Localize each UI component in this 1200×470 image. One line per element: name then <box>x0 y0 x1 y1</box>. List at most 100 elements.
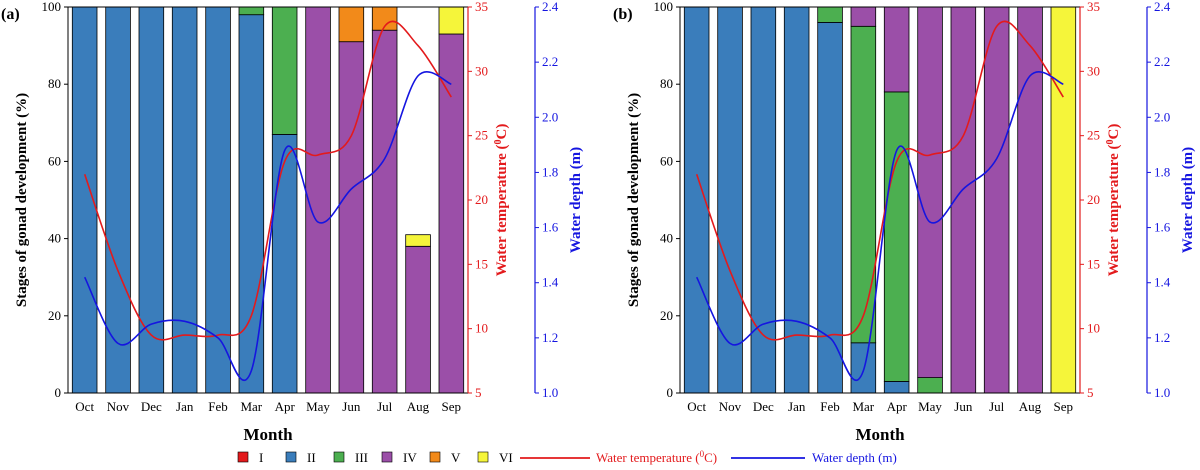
x-tick-label: Jan <box>788 399 806 414</box>
x-tick-label: Dec <box>141 399 162 414</box>
bar-mar-stage-iii <box>850 25 877 344</box>
bar-may-stage-iv <box>305 6 331 394</box>
temperature-tick-label: 35 <box>1087 0 1100 14</box>
legend-label-vi: VI <box>499 450 513 465</box>
panel-label: (b) <box>613 6 633 23</box>
bar-jun-stage-iv <box>338 41 365 394</box>
panel-b: Oct Nov Dec Jan Feb Mar Apr May Jun Jul Aug Sep 0 20 4… <box>613 0 1196 444</box>
x-tick-label: Jun <box>342 399 361 414</box>
bar-apr-stage-ii <box>883 380 910 394</box>
bar-nov-stage-ii <box>717 6 743 394</box>
depth-tick-label: 1.6 <box>1154 220 1171 235</box>
depth-line <box>83 70 452 381</box>
temperature-line <box>695 20 1064 341</box>
bar-mar-stage-ii <box>850 342 877 394</box>
y-tick-label: 80 <box>48 76 61 91</box>
temperature-tick-label: 35 <box>475 0 488 14</box>
y-tick-label: 20 <box>48 308 61 323</box>
x-tick-label: Feb <box>208 399 228 414</box>
depth-tick-label: 2.2 <box>542 54 558 69</box>
x-tick-label: Jun <box>954 399 973 414</box>
x-axis-label: Month <box>855 425 905 444</box>
legend-swatch-iii <box>333 451 345 463</box>
bar-apr-stage-iv <box>883 6 910 93</box>
bar-apr-stage-iii <box>271 6 298 135</box>
x-tick-label: Jul <box>989 399 1005 414</box>
legend-swatch-ii <box>285 451 297 463</box>
y-axis-label: Stages of gonad development (%) <box>626 93 642 307</box>
y-tick-label: 100 <box>654 0 674 14</box>
bar-aug-stage-iv <box>405 245 431 394</box>
temperature-tick-label: 15 <box>1087 256 1100 271</box>
depth-tick-label: 2.0 <box>1154 109 1170 124</box>
y-tick-label: 80 <box>660 76 673 91</box>
x-tick-label: Aug <box>1019 399 1042 414</box>
y-tick-label: 20 <box>660 308 673 323</box>
temperature-tick-label: 30 <box>1087 63 1100 78</box>
bar-feb-stage-iii <box>817 6 843 23</box>
x-tick-label: Jul <box>377 399 393 414</box>
bar-may-stage-iv <box>917 6 943 379</box>
bar-sep-stage-vi <box>438 6 465 35</box>
depth-tick-label: 1.8 <box>1154 164 1170 179</box>
x-tick-label: Sep <box>1054 399 1074 414</box>
bar-sep-stage-vi <box>1050 6 1077 394</box>
depth-tick-label: 2.0 <box>542 109 558 124</box>
y-tick-label: 40 <box>660 231 673 246</box>
y-tick-label: 0 <box>667 385 674 400</box>
bar-apr-stage-iii <box>883 91 910 382</box>
legend-swatch-iv <box>381 451 393 463</box>
temperature-line <box>83 20 452 341</box>
bar-may-stage-iii <box>917 377 943 394</box>
bar-mar-stage-iv <box>850 6 877 27</box>
temperature-axis-label: Water temperature (0C) <box>1105 124 1123 277</box>
x-tick-label: Sep <box>442 399 462 414</box>
depth-tick-label: 1.8 <box>542 164 558 179</box>
x-axis-label: Month <box>243 425 293 444</box>
depth-tick-label: 1.0 <box>542 385 558 400</box>
legend: I II III IV V VI Water temperature (0C) Water d… <box>237 449 897 465</box>
panel-label: (a) <box>1 6 20 23</box>
bar-feb-stage-ii <box>817 21 843 394</box>
legend-swatch-v <box>429 451 441 463</box>
legend-label-iii: III <box>355 450 368 465</box>
bar-feb-stage-ii <box>205 6 231 394</box>
temperature-tick-label: 5 <box>1087 385 1094 400</box>
legend-temperature-label: Water temperature (0C) <box>596 449 717 465</box>
temperature-tick-label: 20 <box>475 192 488 207</box>
x-tick-label: Nov <box>107 399 130 414</box>
y-tick-label: 0 <box>55 385 62 400</box>
bar-jul-stage-iv <box>371 29 398 394</box>
y-tick-label: 60 <box>48 153 61 168</box>
legend-depth-label: Water depth (m) <box>812 450 897 465</box>
legend-label-i: I <box>259 450 263 465</box>
depth-line <box>695 70 1064 381</box>
x-tick-label: May <box>306 399 330 414</box>
bar-mar-stage-ii <box>238 14 265 394</box>
x-tick-label: Apr <box>887 399 908 414</box>
panel-a: Oct Nov Dec Jan Feb Mar Apr May Jun Jul Aug Sep 0 20 4… <box>1 0 584 444</box>
temperature-tick-label: 25 <box>475 128 488 143</box>
depth-axis-label: Water depth (m) <box>1180 147 1196 253</box>
y-axis-label: Stages of gonad development (%) <box>14 93 30 307</box>
depth-tick-label: 1.4 <box>1154 275 1171 290</box>
depth-tick-label: 1.2 <box>542 330 558 345</box>
depth-tick-label: 1.2 <box>1154 330 1170 345</box>
temperature-tick-label: 10 <box>1087 321 1100 336</box>
temperature-tick-label: 20 <box>1087 192 1100 207</box>
x-tick-label: Mar <box>240 399 262 414</box>
legend-label-ii: II <box>307 450 316 465</box>
depth-tick-label: 1.4 <box>542 275 559 290</box>
bar-mar-stage-iii <box>238 6 265 16</box>
temperature-tick-label: 10 <box>475 321 488 336</box>
temperature-tick-label: 30 <box>475 63 488 78</box>
legend-label-iv: IV <box>403 450 417 465</box>
temperature-tick-label: 25 <box>1087 128 1100 143</box>
depth-tick-label: 2.4 <box>542 0 559 14</box>
depth-tick-label: 1.0 <box>1154 385 1170 400</box>
x-tick-label: Nov <box>719 399 742 414</box>
temperature-tick-label: 15 <box>475 256 488 271</box>
legend-label-v: V <box>451 450 461 465</box>
x-tick-label: Mar <box>852 399 874 414</box>
